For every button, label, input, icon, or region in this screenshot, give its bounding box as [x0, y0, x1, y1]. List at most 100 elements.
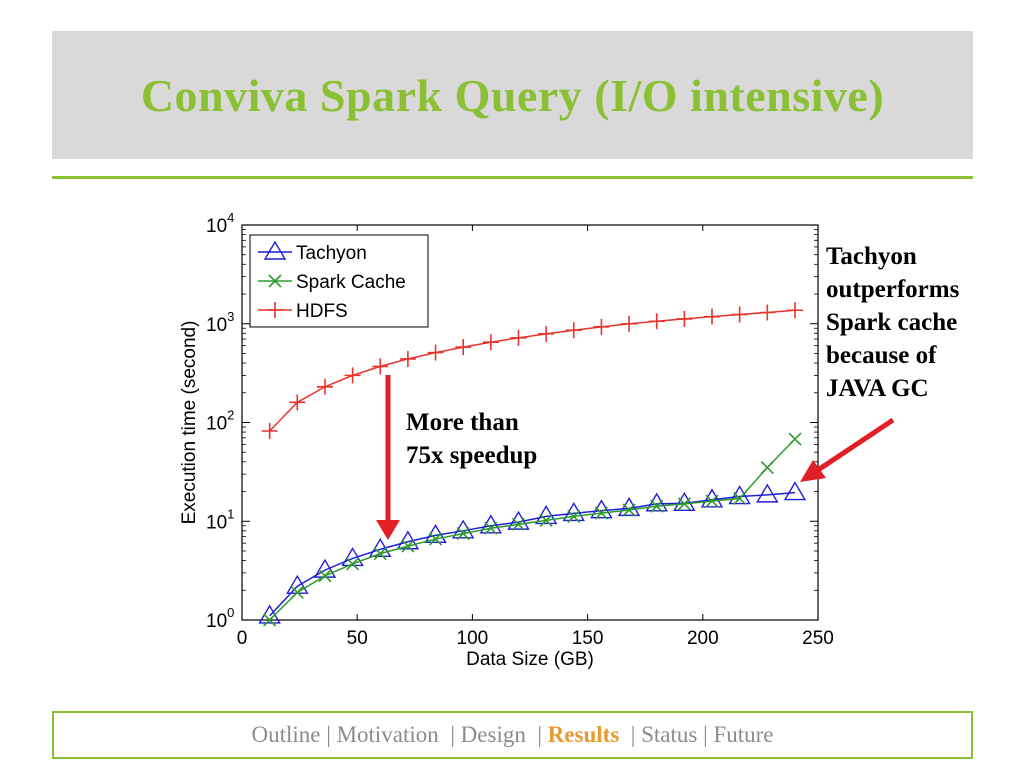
data-point-hdfs [676, 310, 693, 327]
x-tick-label: 0 [237, 628, 248, 649]
data-point-spark-cache [456, 527, 470, 541]
data-point-spark-cache [346, 557, 360, 571]
data-point-tachyon [313, 558, 337, 578]
data-point-hdfs [759, 304, 776, 321]
data-point-hdfs [565, 322, 582, 339]
data-point-spark-cache [263, 613, 277, 627]
y-tick-label: 101 [206, 506, 234, 533]
data-point-spark-cache [401, 539, 415, 553]
x-tick-label: 200 [687, 628, 719, 649]
gc-arrow-shaft [816, 417, 895, 473]
legend-marker [267, 302, 283, 318]
nav-separator: | [320, 722, 337, 747]
nav-separator: | [525, 722, 548, 747]
data-point-spark-cache [290, 585, 304, 600]
nav-item-motivation[interactable]: Motivation [336, 722, 439, 747]
data-point-tachyon [700, 488, 724, 508]
nav-item-status[interactable]: Status [641, 722, 698, 747]
data-point-tachyon [756, 483, 779, 503]
speedup-arrow-head [376, 520, 400, 540]
data-point-hdfs [261, 423, 278, 440]
x-tick-label: 100 [457, 628, 489, 649]
annotation_side-line: Tachyon [826, 243, 917, 270]
data-point-tachyon [617, 496, 641, 517]
data-point-tachyon [341, 547, 364, 567]
data-point-spark-cache [373, 547, 387, 561]
data-point-hdfs [786, 302, 803, 319]
data-point-hdfs [648, 313, 665, 330]
nav-item-design[interactable]: Design [460, 722, 526, 747]
data-point-hdfs [372, 358, 389, 375]
annotation_side-line: outperforms [826, 276, 960, 303]
x-tick-label: 250 [802, 628, 834, 649]
data-point-hdfs [731, 306, 748, 323]
data-point-hdfs [593, 318, 610, 335]
legend-label: Spark Cache [296, 272, 406, 293]
data-point-hdfs [427, 344, 444, 361]
data-point-hdfs [455, 339, 472, 356]
nav-separator: | [619, 722, 642, 747]
data-point-hdfs [316, 378, 333, 395]
data-point-spark-cache [622, 503, 636, 517]
data-point-spark-cache [650, 499, 664, 513]
data-point-hdfs [538, 325, 555, 342]
y-tick-label: 104 [206, 210, 234, 237]
data-point-spark-cache [318, 569, 332, 583]
series-line-spark-cache [269, 438, 796, 621]
data-point-hdfs [344, 367, 361, 384]
data-point-spark-cache [733, 491, 747, 506]
data-point-tachyon [783, 481, 807, 501]
annotation_side-line: because of [826, 342, 937, 369]
data-point-spark-cache [677, 497, 691, 511]
annotation_mid-line: More than [406, 409, 519, 436]
speedup-annotation: More than 75x speedup [406, 406, 596, 472]
slide-title-bar: Conviva Spark Query (I/O intensive) [52, 31, 973, 159]
nav-item-future[interactable]: Future [713, 722, 774, 747]
data-point-tachyon [507, 510, 530, 530]
gc-arrow-head [800, 460, 826, 482]
y-axis-label: Execution time (second) [179, 321, 200, 525]
data-point-spark-cache [539, 513, 553, 527]
title-divider [52, 176, 973, 179]
data-point-hdfs [510, 329, 527, 346]
data-point-hdfs [289, 394, 306, 411]
data-point-tachyon [645, 492, 668, 512]
y-tick-label: 100 [206, 605, 234, 632]
legend-marker [263, 240, 287, 260]
data-point-spark-cache [567, 509, 581, 523]
y-tick-label: 103 [206, 309, 234, 336]
data-point-spark-cache [594, 506, 608, 520]
data-point-spark-cache [511, 517, 526, 531]
annotation_mid-line: 75x speedup [406, 442, 538, 469]
data-point-hdfs [399, 350, 416, 367]
nav-separator: | [438, 722, 461, 747]
y-tick-label: 102 [206, 408, 234, 435]
data-point-hdfs [704, 308, 721, 325]
data-point-spark-cache [760, 460, 774, 475]
nav-separator: | [697, 722, 714, 747]
x-tick-label: 50 [347, 628, 368, 649]
data-point-tachyon [673, 491, 696, 511]
data-point-spark-cache [484, 521, 498, 535]
data-point-tachyon [286, 574, 309, 594]
data-point-hdfs [621, 315, 638, 332]
data-point-tachyon [728, 485, 751, 505]
legend-marker [268, 274, 282, 288]
x-axis-label: Data Size (GB) [466, 649, 594, 670]
legend-label: HDFS [296, 301, 348, 322]
data-point-tachyon [590, 499, 613, 519]
section-nav: Outline | Motivation | Design | Results … [52, 711, 973, 759]
annotation_side-line: Spark cache [826, 309, 958, 336]
nav-item-results[interactable]: Results [547, 722, 620, 747]
slide-title: Conviva Spark Query (I/O intensive) [140, 69, 885, 121]
data-point-hdfs [482, 334, 499, 351]
data-point-spark-cache [705, 494, 719, 508]
data-point-spark-cache [428, 532, 443, 546]
annotation_side-line: JAVA GC [826, 375, 929, 402]
nav-item-outline[interactable]: Outline [251, 722, 321, 747]
data-point-spark-cache [788, 432, 802, 446]
x-tick-label: 150 [572, 628, 604, 649]
gc-annotation: Tachyon outperforms Spark cache because of J… [826, 240, 1016, 405]
legend-label: Tachyon [296, 243, 367, 264]
